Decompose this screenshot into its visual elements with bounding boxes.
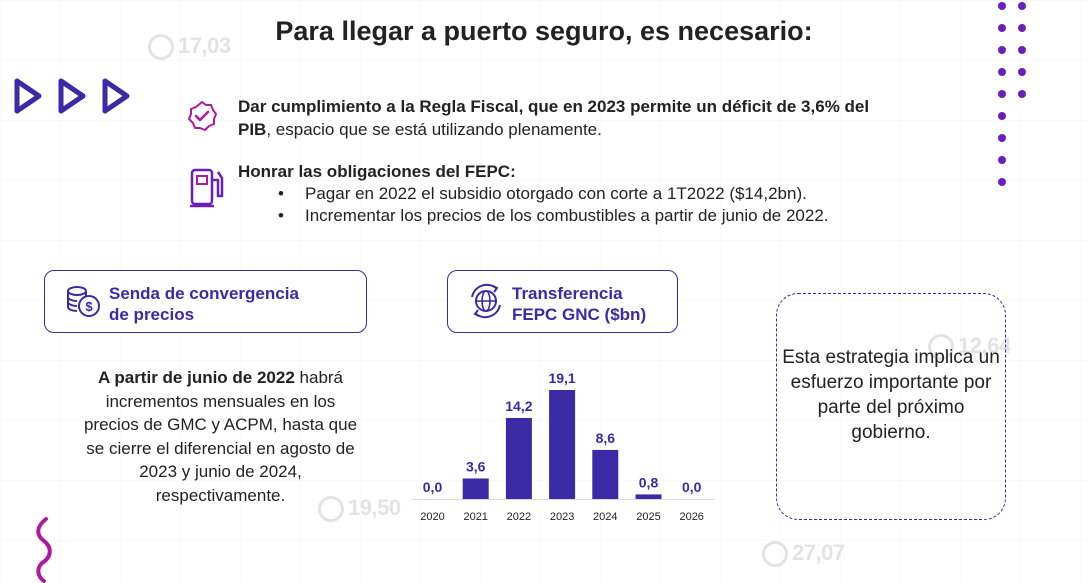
data-label-2023: 19,1: [548, 370, 575, 386]
fepc-title: Honrar las obligaciones del FEPC:: [238, 162, 516, 181]
callout-text: Esta estrategia implica un esfuerzo impo…: [782, 347, 1000, 443]
price-path-paragraph: A partir de junio de 2022 habrá incremen…: [83, 368, 358, 505]
dot-decoration: [994, 0, 1034, 200]
play-arrow-icon: [14, 78, 42, 114]
data-label-2024: 8,6: [596, 430, 616, 446]
bar-2021: [462, 478, 489, 499]
play-arrow-icon: [58, 78, 86, 114]
fuel-pump-icon: [190, 168, 224, 208]
pill-title-line: FEPC GNC ($bn): [512, 305, 647, 324]
page-title: Para llegar a puerto seguro, es necesari…: [275, 16, 813, 46]
x-tick-label-2024: 2024: [593, 511, 617, 523]
x-tick-label-2021: 2021: [463, 511, 487, 523]
bar-2023: [549, 390, 576, 499]
x-tick-label-2022: 2022: [507, 511, 531, 523]
squiggle-decoration: [36, 517, 52, 583]
list-item: Incrementar los precios de los combustib…: [278, 205, 829, 227]
x-tick-label-2023: 2023: [550, 511, 574, 523]
fiscal-rule-text: Dar cumplimiento a la Regla Fiscal, que …: [238, 97, 870, 139]
transfer-heading-box: Transferencia FEPC GNC ($bn): [447, 270, 678, 333]
list-item: Pagar en 2022 el subsidio otorgado con c…: [278, 183, 829, 205]
globe-transfer-icon: [471, 283, 501, 319]
bar-2022: [505, 417, 532, 499]
strategy-callout: Esta estrategia implica un esfuerzo impo…: [776, 293, 1006, 520]
pill-title-line: Senda de convergencia: [109, 284, 299, 303]
watermark: 12,64: [928, 333, 1011, 361]
coins-dollar-icon: $: [67, 286, 100, 317]
x-tick-label-2020: 2020: [420, 511, 444, 523]
x-tick-label-2025: 2025: [636, 511, 660, 523]
play-arrow-icon: [102, 78, 130, 114]
data-label-2021: 3,6: [466, 458, 486, 474]
bar-2025: [635, 494, 662, 499]
fepc-bullet-list: Pagar en 2022 el subsidio otorgado con c…: [278, 183, 829, 227]
check-badge-icon: [188, 101, 217, 131]
watermark: 17,03: [148, 33, 231, 61]
svg-text:$: $: [85, 299, 93, 314]
data-label-2026: 0,0: [682, 479, 702, 495]
fepc-transfer-bar-chart: 0,0 2020 3,6 2021 14,2 2022 19,1 2023 8,6 2024 0,8…: [412, 370, 714, 523]
data-label-2020: 0,0: [423, 479, 443, 495]
pill-title-line: Transferencia: [512, 284, 623, 303]
data-label-2022: 14,2: [505, 398, 532, 414]
pill-title-line: de precios: [109, 305, 195, 324]
arrow-decoration: [12, 76, 132, 116]
x-tick-label-2026: 2026: [679, 511, 703, 523]
convergence-heading-box: $ Senda de convergencia de precios: [44, 270, 367, 333]
watermark: 27,07: [762, 540, 845, 568]
bar-2024: [592, 449, 619, 499]
watermark: 19,50: [318, 495, 401, 523]
data-label-2025: 0,8: [639, 474, 659, 490]
